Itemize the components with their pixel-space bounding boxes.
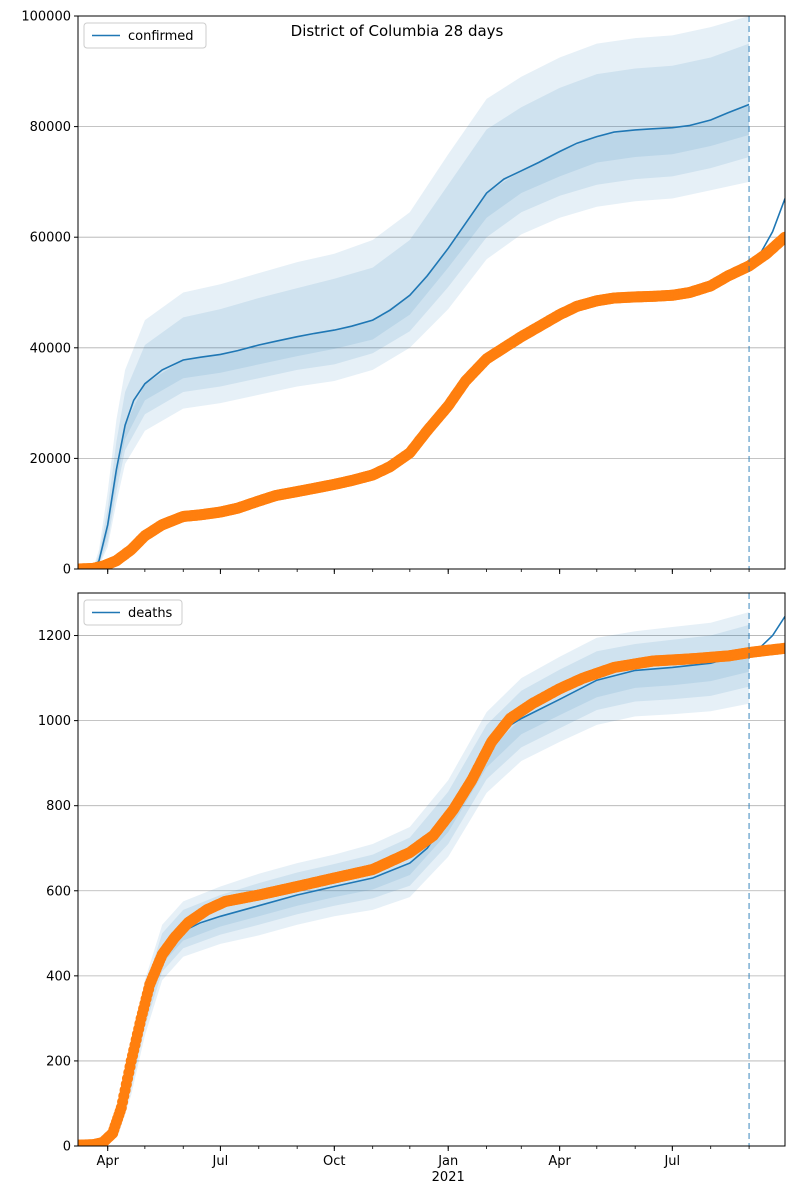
confirmed-panel: 0 20000 40000 60000 80000 100000 District of C… [21, 10, 786, 578]
y-tick-label: 1000 [38, 714, 71, 729]
legend-box [83, 599, 183, 626]
deaths-observed-series [78, 642, 785, 1146]
y-tick-label: 600 [46, 884, 71, 899]
deaths-band-inner [78, 624, 750, 1146]
confirmed-band-middle [78, 16, 750, 569]
y-tick-label: 800 [46, 799, 71, 814]
legend-label: confirmed [128, 29, 194, 44]
plot-area [78, 16, 785, 569]
chart-title: District of Columbia 28 days [291, 22, 504, 40]
deaths-axes-frame [77, 592, 786, 1147]
x-tick-year-label: 2021 [432, 1170, 465, 1185]
deaths-observed-point [779, 642, 785, 654]
x-tick-label: Jul [663, 1154, 680, 1169]
x-tick-label: Jan [437, 1154, 458, 1169]
deaths-band-outer [78, 652, 750, 1146]
y-tick-label: 80000 [30, 120, 71, 135]
deaths-legend: deaths [83, 599, 183, 626]
legend-box [83, 22, 207, 49]
confirmed-band-outer [78, 104, 750, 569]
x-tick-label: Oct [323, 1154, 345, 1169]
y-tick-label: 1200 [38, 629, 71, 644]
deaths-band-middle [78, 612, 750, 1146]
confirmed-axes-frame [77, 15, 786, 570]
plot-area [78, 612, 785, 1146]
y-tick-label: 200 [46, 1054, 71, 1069]
confirmed-series-line-0 [78, 103, 750, 569]
confirmed-band-inner [78, 43, 750, 569]
confirmed-observed-point [779, 231, 785, 243]
x-tick-label: Apr [548, 1154, 571, 1169]
y-tick-label: 40000 [30, 341, 71, 356]
y-tick-label: 100000 [21, 10, 71, 25]
y-tick-label: 0 [63, 563, 71, 578]
y-tick-label: 60000 [30, 231, 71, 246]
x-tick-label: Apr [96, 1154, 119, 1169]
y-tick-label: 20000 [30, 452, 71, 467]
y-tick-label: 0 [63, 1140, 71, 1155]
confirmed-observed-series [78, 231, 785, 569]
legend-label: deaths [128, 606, 173, 621]
y-tick-label: 400 [46, 969, 71, 984]
confirmed-legend: confirmed [83, 22, 207, 49]
x-tick-label: Jul [212, 1154, 229, 1169]
